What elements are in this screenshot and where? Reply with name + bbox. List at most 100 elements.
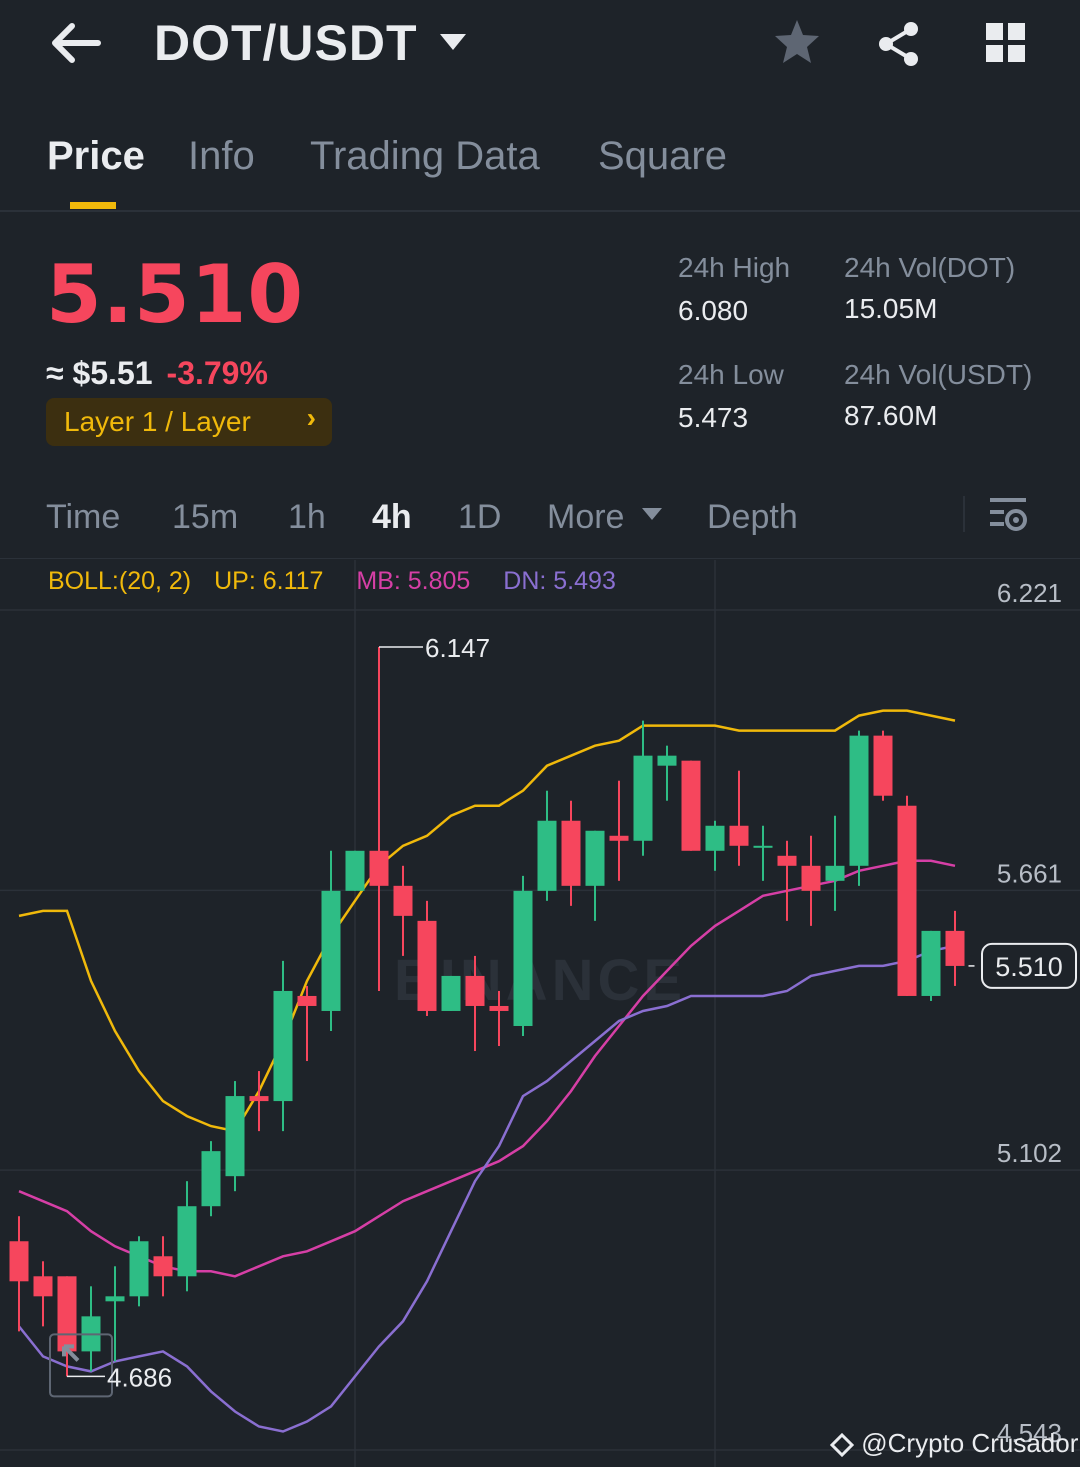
candle-down (945, 910, 965, 986)
candle-body (105, 1296, 125, 1302)
candle-body (585, 830, 605, 886)
chart-settings-icon[interactable] (988, 494, 1030, 534)
interval-depth[interactable]: Depth (707, 498, 798, 536)
candle-down (249, 1071, 269, 1132)
candle-body (777, 855, 797, 866)
candle-down (417, 900, 437, 1016)
candle-body (945, 930, 965, 966)
tab-info[interactable]: Info (188, 134, 255, 178)
candle-body (345, 850, 365, 891)
candle-down (609, 780, 629, 881)
candle-up (921, 930, 941, 1001)
candle-down (561, 800, 581, 906)
candle-down (897, 795, 917, 996)
interval-time[interactable]: Time (46, 498, 121, 536)
candle-body (801, 865, 821, 891)
candle-down (729, 770, 749, 866)
candle-up (177, 1181, 197, 1292)
candle-down (153, 1236, 173, 1297)
candle-body (441, 975, 461, 1011)
more-caret-icon[interactable] (641, 507, 663, 521)
candle-up (849, 730, 869, 886)
sector-tag[interactable]: Layer 1 / Layer › (46, 398, 332, 446)
candle-body (537, 820, 557, 891)
vol-base-value: 15.05M (844, 293, 938, 324)
interval-1d[interactable]: 1D (458, 498, 502, 536)
candle-down (777, 840, 797, 921)
candle-body (177, 1206, 197, 1277)
candlestick-chart[interactable]: 6.221 5.661 5.102 4.543 BINANCE 6.147 4.686 5… (0, 560, 1080, 1467)
y-tick-label: 6.221 (997, 578, 1062, 608)
boll-name: BOLL:(20, 2) (48, 567, 192, 595)
candle-down (369, 647, 389, 991)
boll-mb: MB: 5.805 (356, 567, 471, 595)
y-tick-label: 5.102 (997, 1138, 1062, 1168)
candle-up (129, 1236, 149, 1307)
candle-body (753, 845, 773, 848)
credit-watermark: @Crypto Crusador (829, 1428, 1078, 1459)
binance-watermark: BINANCE (394, 948, 686, 1013)
back-arrow-icon[interactable] (50, 22, 102, 64)
fiat-row: ≈ $5.51 -3.79% (46, 355, 268, 392)
candle-body (633, 755, 653, 841)
candle-up (657, 745, 677, 801)
chevron-right-icon: › (306, 402, 316, 433)
interval-1h[interactable]: 1h (288, 498, 326, 536)
chart-grid: 6.221 5.661 5.102 4.543 (0, 560, 1080, 1467)
candle-up (225, 1081, 245, 1192)
candle-body (369, 850, 389, 886)
pair-title[interactable]: DOT/USDT (154, 15, 418, 71)
candle-body (657, 755, 677, 766)
interval-more[interactable]: More (547, 498, 625, 536)
interval-divider (963, 496, 965, 532)
candle-body (33, 1276, 53, 1297)
active-tab-indicator (70, 202, 116, 209)
tab-trading-data[interactable]: Trading Data (310, 134, 540, 178)
candle-up (345, 850, 365, 891)
candle-up (105, 1266, 125, 1362)
candle-body (393, 885, 413, 916)
y-tick-label: 5.661 (997, 858, 1062, 888)
candle-down (393, 865, 413, 956)
caret-down-icon[interactable] (438, 32, 468, 52)
candle-body (873, 735, 893, 796)
candle-up (753, 825, 773, 881)
chart-labels: 6.147 4.686 5.510 (49, 633, 1077, 1398)
interval-4h[interactable]: 4h (372, 498, 412, 536)
candle-up (201, 1141, 221, 1217)
tab-square[interactable]: Square (598, 134, 727, 178)
diamond-logo-icon (829, 1433, 855, 1458)
candle-down (297, 985, 317, 1062)
high-value: 6.080 (678, 295, 749, 326)
candle-body (609, 835, 629, 841)
candle-down (681, 760, 701, 851)
candle-body (921, 930, 941, 996)
vol-base-label: 24h Vol(DOT) (844, 252, 1016, 283)
boll-upper-line (18, 709, 956, 1133)
last-price-badge (981, 942, 1077, 989)
candle-body (513, 890, 533, 1026)
share-icon[interactable] (875, 20, 923, 68)
candle-up (321, 850, 341, 1032)
grid-icon[interactable] (984, 21, 1028, 65)
fiat-price: ≈ $5.51 (46, 355, 153, 391)
high-label: 24h High (678, 252, 791, 283)
candle-body (249, 1096, 269, 1102)
candle-up (273, 960, 293, 1132)
candle-body (321, 890, 341, 1011)
candle-up (825, 815, 845, 911)
candle-body (201, 1151, 221, 1207)
low-value: 5.473 (678, 402, 749, 433)
candles (9, 647, 965, 1377)
boll-legend: BOLL:(20, 2) UP: 6.117 MB: 5.805 DN: 5.4… (48, 567, 616, 596)
boll-middle-line (18, 859, 956, 1278)
tab-price[interactable]: Price (47, 134, 145, 178)
candle-body (9, 1241, 29, 1282)
candle-body (729, 825, 749, 846)
star-icon[interactable] (772, 18, 822, 66)
vol-quote-value: 87.60M (844, 400, 938, 431)
vol-quote-label: 24h Vol(USDT) (844, 359, 1033, 390)
interval-15m[interactable]: 15m (172, 498, 239, 536)
candle-down (57, 1276, 77, 1377)
candle-body (225, 1096, 245, 1177)
